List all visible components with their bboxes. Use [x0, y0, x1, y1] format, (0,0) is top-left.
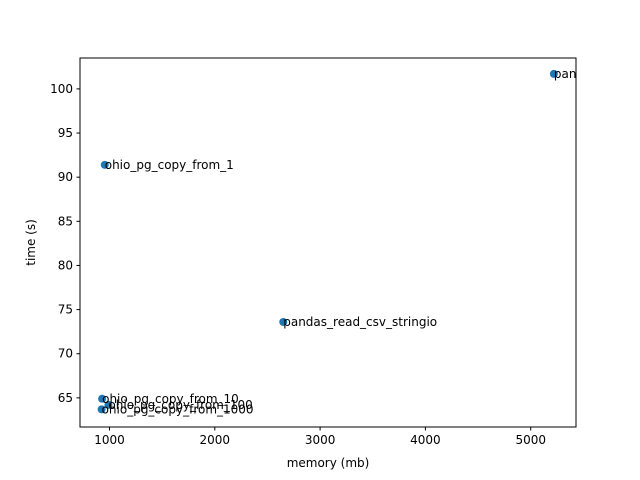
x-axis-ticks: 1000 2000 3000 4000 5000	[94, 427, 546, 447]
y-axis-ticks: 65 70 75 80 85 90 95 100	[50, 82, 80, 405]
y-tick-label: 90	[58, 170, 73, 184]
x-tick-label: 2000	[200, 433, 231, 447]
data-point	[98, 394, 107, 403]
data-point	[104, 400, 113, 409]
data-point-label: ohio_pg_copy_from_1000	[102, 402, 254, 416]
data-point-label: ohio_pg_copy_from_100	[108, 398, 252, 412]
data-point	[549, 69, 558, 78]
x-tick-label: 5000	[515, 433, 546, 447]
y-axis-label: time (s)	[24, 219, 38, 266]
data-point	[97, 405, 106, 414]
y-tick-label: 100	[50, 82, 73, 96]
data-point-label: pandas_read_csv	[554, 67, 640, 81]
plot-frame	[79, 57, 577, 428]
y-tick-label: 75	[58, 303, 73, 317]
x-axis-label: memory (mb)	[287, 456, 370, 470]
x-tick-label: 4000	[410, 433, 441, 447]
y-tick-label: 85	[58, 214, 73, 228]
data-point	[100, 160, 109, 169]
x-tick-label: 1000	[94, 433, 125, 447]
y-tick-label: 80	[58, 258, 73, 272]
x-tick-label: 3000	[305, 433, 336, 447]
data-points	[97, 69, 558, 414]
point-labels: pandas_read_csv ohio_pg_copy_from_1pandas…	[102, 67, 640, 416]
y-tick-label: 70	[58, 347, 73, 361]
data-point-label: ohio_pg_copy_from_10	[102, 392, 239, 406]
data-point	[279, 317, 288, 326]
data-point-label: pandas_read_csv_stringio	[283, 315, 437, 329]
y-tick-label: 65	[58, 391, 73, 405]
y-tick-label: 95	[58, 126, 73, 140]
data-point-label: ohio_pg_copy_from_1	[105, 158, 234, 172]
